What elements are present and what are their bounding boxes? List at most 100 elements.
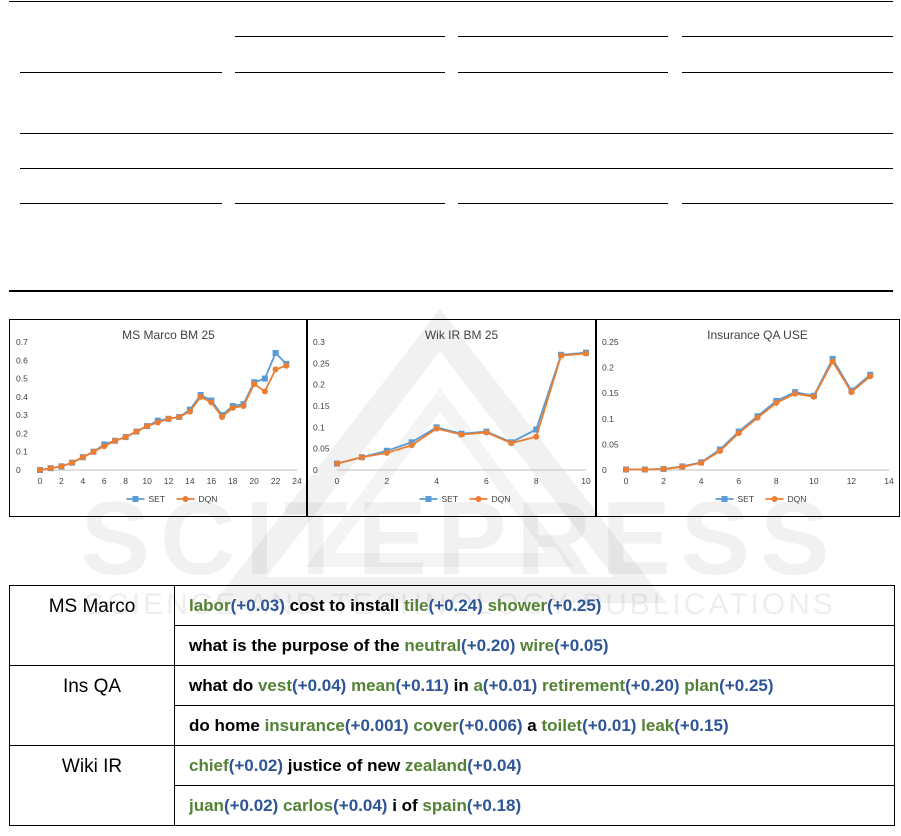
term-score: (+0.01) <box>582 715 637 735</box>
table-rule <box>235 36 445 37</box>
chart-title: Wik IR BM 25 <box>425 328 499 342</box>
data-point-dqn <box>408 442 415 449</box>
y-tick-label: 0.4 <box>16 392 28 402</box>
query-term: neutral <box>404 635 462 655</box>
x-tick-label: 2 <box>384 476 389 486</box>
data-point-dqn <box>483 429 490 436</box>
y-tick-label: 0.15 <box>602 388 619 398</box>
legend-marker <box>771 496 778 502</box>
series-line-dqn <box>336 352 587 465</box>
y-tick-label: 0.15 <box>313 401 330 411</box>
table-rule <box>20 203 222 204</box>
y-tick-label: 0.2 <box>602 363 614 373</box>
legend-marker <box>475 496 482 502</box>
x-tick-label: 4 <box>80 476 85 486</box>
chart-insurance-qa: Insurance QA USE 0 0.05 0.1 0.15 0.2 0.25 0 2 4 6 8… <box>602 328 894 504</box>
query-cell: chief(+0.02) justice of new zealand(+0.0… <box>174 745 895 786</box>
term-score: (+0.25) <box>719 675 774 695</box>
query-term: toilet <box>541 715 583 735</box>
table-rule <box>682 72 893 73</box>
chart-title: MS Marco BM 25 <box>122 328 215 342</box>
y-tick-label: 0.5 <box>16 374 28 384</box>
series-line-set <box>626 357 871 471</box>
data-point-dqn <box>679 463 686 470</box>
query-text: what is the purpose of the <box>189 635 405 655</box>
x-tick-label: 0 <box>38 476 43 486</box>
term-score: (+0.001) <box>344 715 409 735</box>
dataset-cell: Ins QA <box>9 665 175 746</box>
x-tick-label: 0 <box>335 476 340 486</box>
query-cell: juan(+0.02) carlos(+0.04) i of spain(+0.… <box>174 785 895 826</box>
x-tick-label: 8 <box>123 476 128 486</box>
data-point-set <box>533 426 540 433</box>
query-term: carlos <box>283 795 334 815</box>
table-rule <box>458 36 668 37</box>
term-score: (+0.25) <box>547 595 602 615</box>
query-term: tile <box>403 595 429 615</box>
data-point-dqn <box>154 419 161 426</box>
data-point-dqn <box>383 449 390 456</box>
data-point-dqn <box>754 414 761 421</box>
data-point-dqn <box>79 454 86 461</box>
chart-wik-ir: Wik IR BM 25 0 0.05 0.1 0.15 0.2 0.25 0.3 0 2 4 6 8 1… <box>313 328 591 504</box>
query-text: in <box>448 675 474 695</box>
x-tick-label: 8 <box>534 476 539 486</box>
x-tick-label: 10 <box>809 476 819 486</box>
query-text: i of <box>387 795 423 815</box>
query-cell: what do vest(+0.04) mean(+0.11) in a(+0.… <box>174 665 895 706</box>
y-tick-label: 0.2 <box>313 380 325 390</box>
term-score: (+0.04) <box>333 795 388 815</box>
y-tick-label: 0.2 <box>16 428 28 438</box>
table-rule <box>20 72 222 73</box>
query-term: cover <box>413 715 459 735</box>
query-cell: do home insurance(+0.001) cover(+0.006) … <box>174 705 895 746</box>
y-tick-label: 0.1 <box>313 422 325 432</box>
query-term: mean <box>351 675 396 695</box>
data-point-dqn <box>792 390 799 397</box>
data-point-dqn <box>272 366 279 373</box>
query-term: juan <box>189 795 224 815</box>
x-tick-label: 20 <box>249 476 259 486</box>
y-tick-label: 0.05 <box>313 444 330 454</box>
x-tick-label: 14 <box>884 476 894 486</box>
examples-table: MS Marco labor(+0.03) cost to install til… <box>9 585 895 826</box>
y-tick-label: 0 <box>16 465 21 475</box>
query-term: spain <box>422 795 467 815</box>
query-text: cost to install <box>284 595 404 615</box>
y-tick-label: 0 <box>313 465 318 475</box>
dataset-cell: Wiki IR <box>9 745 175 826</box>
query-term: leak <box>641 715 675 735</box>
data-point-dqn <box>660 465 667 472</box>
term-score: (+0.18) <box>466 795 522 815</box>
x-tick-label: 2 <box>661 476 666 486</box>
x-tick-label: 6 <box>484 476 489 486</box>
x-tick-label: 12 <box>847 476 857 486</box>
chart-title: Insurance QA USE <box>707 328 808 342</box>
table-rule <box>9 290 893 292</box>
query-text: do home <box>189 715 265 735</box>
y-tick-label: 0 <box>602 465 607 475</box>
table-rule <box>235 203 445 204</box>
legend-label-dqn: DQN <box>492 494 511 504</box>
term-score: (+0.006) <box>458 715 523 735</box>
data-point-dqn <box>735 430 742 437</box>
data-point-dqn <box>229 404 236 411</box>
data-point-dqn <box>867 373 874 380</box>
query-text: what do <box>189 675 258 695</box>
term-score: (+0.01) <box>482 675 538 695</box>
x-tick-label: 2 <box>59 476 64 486</box>
data-point-dqn <box>58 463 65 470</box>
term-score: (+0.02) <box>223 795 279 815</box>
data-point-dqn <box>186 408 193 415</box>
x-tick-label: 14 <box>185 476 195 486</box>
query-cell: labor(+0.03) cost to install tile(+0.24)… <box>174 585 895 626</box>
data-point-set <box>272 349 279 356</box>
legend-label-set: SET <box>738 494 755 504</box>
table-rule <box>682 36 893 37</box>
table-row: do home insurance(+0.001) cover(+0.006) … <box>10 705 895 746</box>
table-rule <box>682 203 893 204</box>
data-point-dqn <box>47 465 54 472</box>
query-term: zealand <box>404 755 468 775</box>
chart-panel-ms-marco: MS Marco BM 25 0 0.1 0.2 0.3 0.4 0.5 0.6 0.7 0 2 4 6… <box>9 319 308 517</box>
